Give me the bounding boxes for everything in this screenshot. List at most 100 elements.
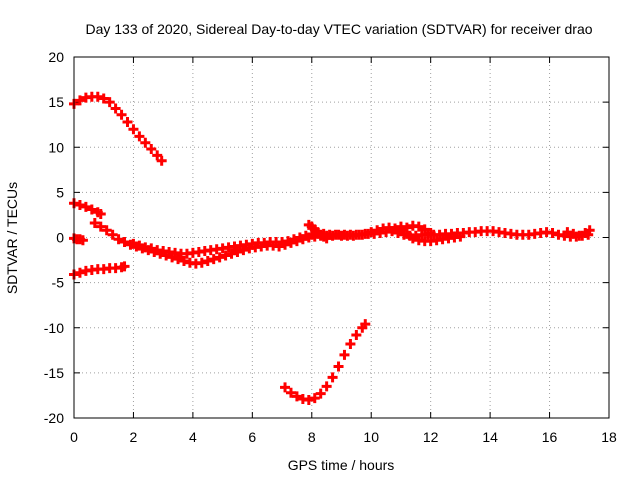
data-point	[288, 234, 299, 245]
data-point	[574, 230, 585, 241]
chart-title: Day 133 of 2020, Sidereal Day-to-day VTE…	[85, 21, 592, 37]
data-point	[372, 225, 383, 236]
data-point	[116, 109, 127, 120]
data-point	[345, 338, 356, 349]
data-point	[113, 234, 124, 245]
x-tick-label: 2	[130, 429, 138, 445]
data-point	[74, 200, 85, 211]
y-tick-label: 15	[48, 94, 64, 110]
data-point	[173, 254, 184, 265]
data-point	[294, 232, 305, 243]
data-point	[110, 103, 121, 114]
x-tick-label: 16	[542, 429, 558, 445]
data-point	[413, 221, 424, 232]
data-point	[562, 227, 573, 238]
data-point	[339, 349, 350, 360]
data-point	[327, 372, 338, 383]
data-point	[152, 150, 163, 161]
y-tick-labels: -20 -15 -10 -5 0 5 10 15 20	[44, 49, 64, 426]
data-point	[280, 382, 291, 393]
data-point	[196, 257, 207, 268]
data-point	[547, 227, 558, 238]
x-tick-label: 14	[482, 429, 498, 445]
data-point	[104, 97, 115, 108]
data-point	[134, 240, 145, 251]
series-arc-bottom	[280, 319, 371, 405]
data-point	[146, 243, 157, 254]
data-point	[101, 225, 112, 236]
data-point	[321, 381, 332, 392]
data-point	[202, 255, 213, 266]
data-point	[95, 209, 106, 220]
data-point	[74, 267, 85, 278]
data-point	[321, 233, 332, 244]
y-tick-label: -15	[44, 365, 64, 381]
data-points	[69, 91, 595, 405]
data-point	[146, 144, 157, 155]
y-tick-label: -20	[44, 410, 64, 426]
data-point	[156, 155, 167, 166]
data-point	[226, 248, 237, 259]
data-point	[89, 218, 100, 229]
data-point	[309, 393, 320, 404]
data-point	[568, 228, 579, 239]
data-point	[291, 391, 302, 402]
data-point	[95, 221, 106, 232]
x-tick-label: 4	[189, 429, 197, 445]
data-point	[119, 237, 130, 248]
data-point	[283, 236, 293, 247]
y-tick-label: -5	[52, 275, 65, 291]
data-point	[425, 227, 436, 238]
x-tick-label: 8	[308, 429, 316, 445]
data-point	[86, 204, 97, 215]
data-point	[220, 250, 231, 261]
x-tick-label: 0	[70, 429, 78, 445]
data-point	[92, 91, 103, 102]
data-point	[455, 231, 466, 242]
data-point	[98, 93, 109, 104]
data-point	[80, 201, 91, 212]
y-tick-label: 5	[56, 184, 64, 200]
data-point	[232, 246, 243, 257]
y-tick-label: 0	[56, 230, 64, 246]
data-point	[128, 124, 139, 135]
data-point	[285, 387, 296, 398]
y-tick-label: 10	[48, 139, 64, 155]
x-tick-label: 10	[363, 429, 379, 445]
x-tick-label: 6	[248, 429, 256, 445]
data-point	[584, 225, 595, 236]
data-point	[77, 235, 88, 246]
data-point	[390, 223, 400, 234]
data-point	[134, 131, 145, 142]
data-point	[128, 238, 139, 249]
data-point	[208, 254, 219, 265]
series-bump-cluster	[303, 219, 332, 244]
data-point	[178, 255, 189, 266]
data-point	[107, 229, 118, 240]
data-point	[360, 319, 371, 330]
data-point	[119, 261, 130, 272]
x-tick-label: 12	[423, 429, 439, 445]
data-point	[366, 227, 377, 238]
data-point	[315, 388, 326, 399]
x-tick-labels: 0 2 4 6 8 10 12 14 16 18	[70, 429, 617, 445]
data-point	[122, 116, 133, 127]
data-point	[401, 222, 412, 233]
y-tick-label: 20	[48, 49, 64, 65]
data-point	[333, 361, 344, 372]
series-right-cluster	[395, 220, 595, 241]
data-point	[140, 137, 151, 148]
data-point	[419, 224, 430, 235]
y-axis-label: SDTVAR / TECUs	[4, 182, 20, 294]
data-point	[407, 233, 418, 244]
data-point	[303, 394, 314, 405]
data-point	[351, 329, 362, 340]
x-tick-label: 18	[601, 429, 617, 445]
y-tick-label: -10	[44, 320, 64, 336]
x-axis-label: GPS time / hours	[288, 457, 395, 473]
data-point	[360, 228, 371, 239]
plot-frame	[73, 56, 610, 419]
data-point	[214, 252, 225, 263]
data-point	[74, 95, 85, 106]
